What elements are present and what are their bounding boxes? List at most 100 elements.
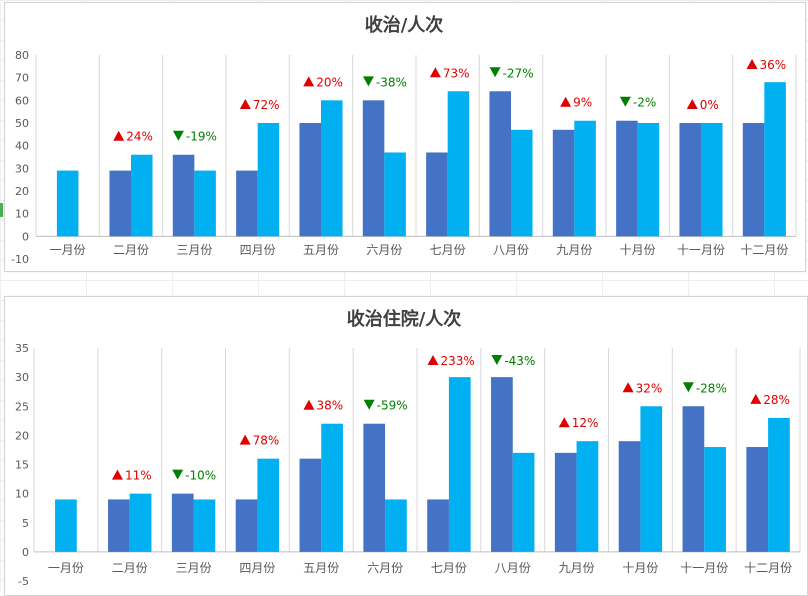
triangle-down-icon xyxy=(489,67,501,78)
chart-title: 收治住院/人次 xyxy=(347,308,462,330)
bar-current-month xyxy=(576,441,599,552)
y-tick-label: 0 xyxy=(22,230,29,243)
triangle-up-icon xyxy=(239,434,251,445)
x-category-label: 四月份 xyxy=(239,561,275,575)
triangle-up-icon xyxy=(303,399,315,410)
chart-inpatient-admissions: 收治住院/人次 -5 0 5 10 15 20 25 30 35 一月份 二月份 11% 三月份 -10% 四… xyxy=(15,308,801,588)
y-tick-label: 35 xyxy=(15,342,29,355)
x-category-label: 七月份 xyxy=(431,561,467,575)
change-percent-label: -19% xyxy=(186,130,217,144)
y-tick-label: 50 xyxy=(15,117,29,130)
x-category-label: 九月份 xyxy=(556,243,592,257)
bar-current-month xyxy=(704,447,726,552)
change-percent-label: 36% xyxy=(760,58,787,72)
y-tick-label: 80 xyxy=(15,49,29,62)
triangle-up-icon xyxy=(560,96,572,107)
bar-current-month xyxy=(574,120,596,237)
change-percent-label: 73% xyxy=(443,66,470,80)
change-percent-label: 12% xyxy=(572,416,599,430)
bar-previous-month xyxy=(746,447,769,552)
change-percent-label: 32% xyxy=(636,381,663,395)
y-tick-label: 30 xyxy=(15,162,29,175)
bar-current-month xyxy=(764,82,786,237)
bar-current-month xyxy=(257,458,280,552)
bar-previous-month xyxy=(299,123,321,237)
bar-previous-month xyxy=(172,154,195,237)
bar-current-month xyxy=(56,170,79,237)
triangle-down-icon xyxy=(172,469,184,480)
chart-admissions: 收治/人次 -10 0 10 20 30 40 50 60 70 80 一月份 二月份 24% 三月份 -19… xyxy=(11,14,797,266)
bar-current-month xyxy=(637,123,660,237)
bar-previous-month xyxy=(299,458,322,552)
x-category-label: 六月份 xyxy=(367,561,403,575)
change-percent-label: 20% xyxy=(316,75,343,89)
bar-current-month xyxy=(321,423,343,552)
change-percent-label: 9% xyxy=(573,96,592,110)
bar-current-month xyxy=(447,91,470,237)
triangle-up-icon xyxy=(113,130,125,141)
row-selection-marker xyxy=(0,203,3,217)
bar-previous-month xyxy=(554,452,577,552)
x-category-label: 二月份 xyxy=(112,561,148,575)
bar-previous-month xyxy=(489,91,511,237)
triangle-up-icon xyxy=(303,76,315,87)
x-category-label: 十月份 xyxy=(620,243,656,257)
x-category-label: 三月份 xyxy=(176,561,212,575)
bar-previous-month xyxy=(362,100,385,237)
x-category-label: 十月份 xyxy=(622,561,658,575)
bar-previous-month xyxy=(491,377,513,552)
chart-panel-inpatient-admissions[interactable]: 收治住院/人次 -5 0 5 10 15 20 25 30 35 一月份 二月份 11% 三月份 -10% 四… xyxy=(4,296,808,596)
change-percent-label: -38% xyxy=(376,75,407,89)
bar-current-month xyxy=(129,493,152,552)
triangle-down-icon xyxy=(363,399,375,410)
change-percent-label: 78% xyxy=(253,434,280,448)
change-percent-label: -28% xyxy=(696,381,727,395)
triangle-down-icon xyxy=(682,382,694,393)
bar-previous-month xyxy=(742,123,765,237)
triangle-down-icon xyxy=(619,96,631,107)
bar-previous-month xyxy=(616,120,638,237)
bar-current-month xyxy=(193,499,216,552)
bar-previous-month xyxy=(618,441,641,552)
bar-current-month xyxy=(385,499,407,552)
change-percent-label: 38% xyxy=(316,399,343,413)
change-percent-label: -10% xyxy=(185,469,216,483)
x-category-label: 十一月份 xyxy=(680,561,728,575)
bar-current-month xyxy=(512,452,535,552)
x-category-label: 八月份 xyxy=(493,243,529,257)
bar-previous-month xyxy=(109,170,131,237)
triangle-up-icon xyxy=(750,393,762,404)
triangle-up-icon xyxy=(429,67,441,78)
y-tick-label: 0 xyxy=(22,546,29,559)
bar-previous-month xyxy=(235,499,258,552)
change-percent-label: 24% xyxy=(126,130,153,144)
bar-current-month xyxy=(131,154,153,237)
x-category-label: 六月份 xyxy=(366,243,402,257)
y-tick-label: 10 xyxy=(15,488,29,501)
y-tick-label: 60 xyxy=(15,94,29,107)
x-category-label: 一月份 xyxy=(50,243,86,257)
x-category-label: 一月份 xyxy=(48,561,84,575)
change-percent-label: 72% xyxy=(253,98,280,112)
triangle-down-icon xyxy=(172,130,184,141)
change-percent-label: -27% xyxy=(503,66,534,80)
y-tick-label: 10 xyxy=(15,208,29,221)
bar-current-month xyxy=(321,100,343,237)
triangle-down-icon xyxy=(491,355,503,365)
y-tick-label: 15 xyxy=(15,459,29,472)
bar-current-month xyxy=(640,406,663,552)
change-percent-label: 28% xyxy=(763,393,790,407)
change-percent-label: 11% xyxy=(125,469,152,483)
y-tick-label: -5 xyxy=(18,575,29,588)
bar-previous-month xyxy=(426,152,448,237)
chart-panel-admissions[interactable]: 收治/人次 -10 0 10 20 30 40 50 60 70 80 一月份 二月份 24% 三月份 -19… xyxy=(4,2,806,272)
x-category-label: 三月份 xyxy=(176,243,212,257)
x-category-label: 十一月份 xyxy=(677,243,725,257)
bar-current-month xyxy=(511,129,533,237)
triangle-down-icon xyxy=(362,76,374,87)
bar-previous-month xyxy=(108,499,130,552)
y-tick-label: 30 xyxy=(15,371,29,384)
bar-current-month xyxy=(257,123,280,237)
bar-current-month xyxy=(701,123,723,237)
bar-current-month xyxy=(448,377,471,552)
